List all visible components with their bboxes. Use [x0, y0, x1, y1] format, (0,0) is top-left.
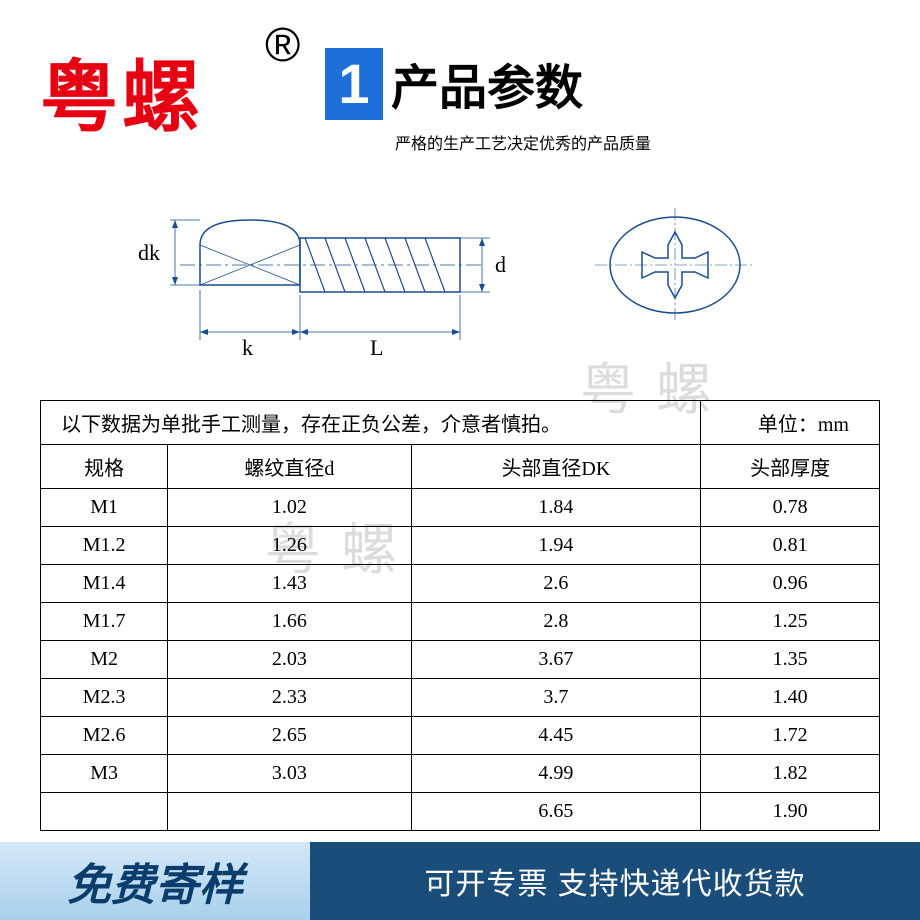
table-cell: 2.6 — [411, 565, 701, 603]
col-header: 螺纹直径d — [168, 445, 411, 489]
table-row: M1.71.662.81.25 — [41, 603, 880, 641]
table-row: M1.41.432.60.96 — [41, 565, 880, 603]
table-cell: 1.43 — [168, 565, 411, 603]
footer: 免费寄样 可开专票 支持快递代收货款 — [0, 842, 920, 920]
table-cell: M2.6 — [41, 717, 168, 755]
table-cell: 0.78 — [701, 489, 880, 527]
table-cell: 0.96 — [701, 565, 880, 603]
table-row: M2.32.333.71.40 — [41, 679, 880, 717]
table-cell: 2.8 — [411, 603, 701, 641]
brand-logo: 粤螺 — [40, 35, 204, 147]
col-header: 头部直径DK — [411, 445, 701, 489]
table-cell: 1.26 — [168, 527, 411, 565]
table-unit: 单位：mm — [701, 401, 880, 445]
table-cell: M1.2 — [41, 527, 168, 565]
table-row: M1.21.261.940.81 — [41, 527, 880, 565]
label-d: d — [495, 252, 506, 277]
label-dk: dk — [138, 240, 160, 265]
table-cell: M2.3 — [41, 679, 168, 717]
table-cell: 2.03 — [168, 641, 411, 679]
table-cell — [41, 793, 168, 831]
footer-free-sample: 免费寄样 — [0, 842, 310, 920]
table-cell: 1.66 — [168, 603, 411, 641]
table-cell: 1.40 — [701, 679, 880, 717]
table-cell: 1.82 — [701, 755, 880, 793]
table-row: M11.021.840.78 — [41, 489, 880, 527]
label-L: L — [370, 335, 383, 360]
col-header: 头部厚度 — [701, 445, 880, 489]
table-note: 以下数据为单批手工测量，存在正负公差，介意者慎拍。 — [41, 401, 701, 445]
table-cell: M1 — [41, 489, 168, 527]
table-cell: M3 — [41, 755, 168, 793]
table-cell: 4.45 — [411, 717, 701, 755]
table-cell: 1.90 — [701, 793, 880, 831]
table-cell: M2 — [41, 641, 168, 679]
table-cell: 0.81 — [701, 527, 880, 565]
section-number: 1 — [325, 48, 383, 120]
table-row: 6.651.90 — [41, 793, 880, 831]
spec-table: 以下数据为单批手工测量，存在正负公差，介意者慎拍。 单位：mm 规格 螺纹直径d… — [40, 400, 880, 831]
screw-diagram: dk d k L — [120, 190, 800, 370]
registered-mark: ® — [265, 18, 300, 73]
table-header-row: 规格 螺纹直径d 头部直径DK 头部厚度 — [41, 445, 880, 489]
table-cell: 1.72 — [701, 717, 880, 755]
table-cell: 2.33 — [168, 679, 411, 717]
table-row: M33.034.991.82 — [41, 755, 880, 793]
table-cell: 1.25 — [701, 603, 880, 641]
table-cell: 1.84 — [411, 489, 701, 527]
table-cell: 1.02 — [168, 489, 411, 527]
table-row: M2.62.654.451.72 — [41, 717, 880, 755]
table-cell: 4.99 — [411, 755, 701, 793]
table-cell: 1.35 — [701, 641, 880, 679]
table-cell: 6.65 — [411, 793, 701, 831]
table-cell: 3.7 — [411, 679, 701, 717]
table-cell: M1.7 — [41, 603, 168, 641]
table-cell: 1.94 — [411, 527, 701, 565]
table-row: M22.033.671.35 — [41, 641, 880, 679]
footer-service: 可开专票 支持快递代收货款 — [310, 842, 920, 920]
section-title: 产品参数 — [391, 48, 583, 118]
table-cell: M1.4 — [41, 565, 168, 603]
table-cell: 2.65 — [168, 717, 411, 755]
section-subtitle: 严格的生产工艺决定优秀的产品质量 — [395, 130, 651, 154]
col-header: 规格 — [41, 445, 168, 489]
table-cell: 3.67 — [411, 641, 701, 679]
header: 1 产品参数 — [325, 48, 583, 120]
table-cell: 3.03 — [168, 755, 411, 793]
label-k: k — [242, 335, 253, 360]
table-cell — [168, 793, 411, 831]
